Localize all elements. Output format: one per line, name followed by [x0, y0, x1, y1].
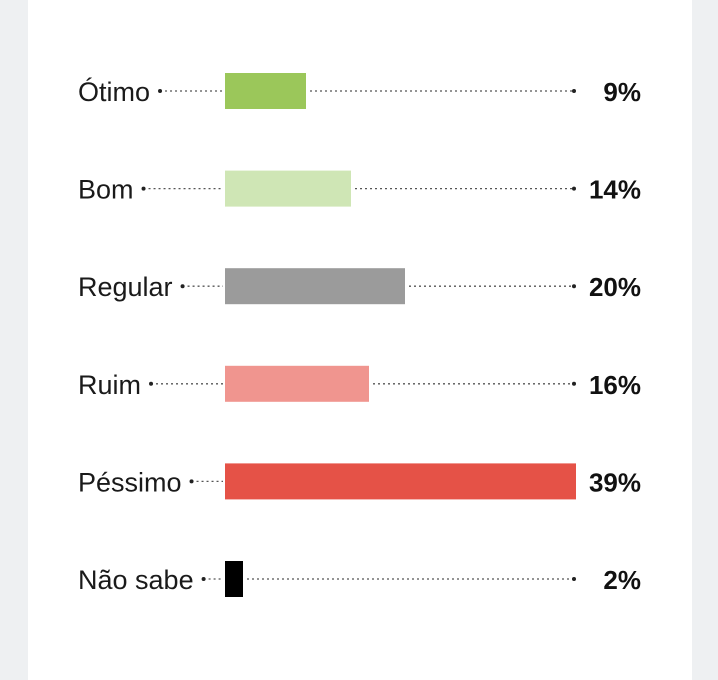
- category-label-pessimo: Péssimo: [78, 467, 182, 497]
- category-label-ruim: Ruim: [78, 370, 141, 400]
- category-label-bom: Bom: [78, 175, 134, 205]
- value-label-nao-sabe: 2%: [603, 565, 641, 595]
- category-label-regular: Regular: [78, 272, 173, 302]
- bar-ruim: [225, 366, 369, 402]
- leader-dot-right-regular: [572, 284, 576, 288]
- category-label-nao-sabe: Não sabe: [78, 565, 194, 595]
- leader-dot-right-bom: [572, 187, 576, 191]
- leader-dot-left-otimo: [158, 89, 162, 93]
- value-label-bom: 14%: [589, 175, 641, 205]
- value-label-ruim: 16%: [589, 370, 641, 400]
- bar-otimo: [225, 73, 306, 109]
- bar-pessimo: [225, 463, 576, 499]
- value-label-pessimo: 39%: [589, 467, 641, 497]
- leader-dot-left-pessimo: [190, 479, 194, 483]
- leader-dot-left-nao-sabe: [202, 577, 206, 581]
- leader-dot-right-nao-sabe: [572, 577, 576, 581]
- leader-dot-left-bom: [142, 187, 146, 191]
- bar-bom: [225, 171, 351, 207]
- category-label-otimo: Ótimo: [78, 76, 150, 107]
- leader-dot-left-ruim: [149, 382, 153, 386]
- leader-dot-left-regular: [181, 284, 185, 288]
- value-label-otimo: 9%: [603, 77, 641, 107]
- bar-regular: [225, 268, 405, 304]
- value-label-regular: 20%: [589, 272, 641, 302]
- leader-dot-right-otimo: [572, 89, 576, 93]
- bar-nao-sabe: [225, 561, 243, 597]
- leader-dot-right-ruim: [572, 382, 576, 386]
